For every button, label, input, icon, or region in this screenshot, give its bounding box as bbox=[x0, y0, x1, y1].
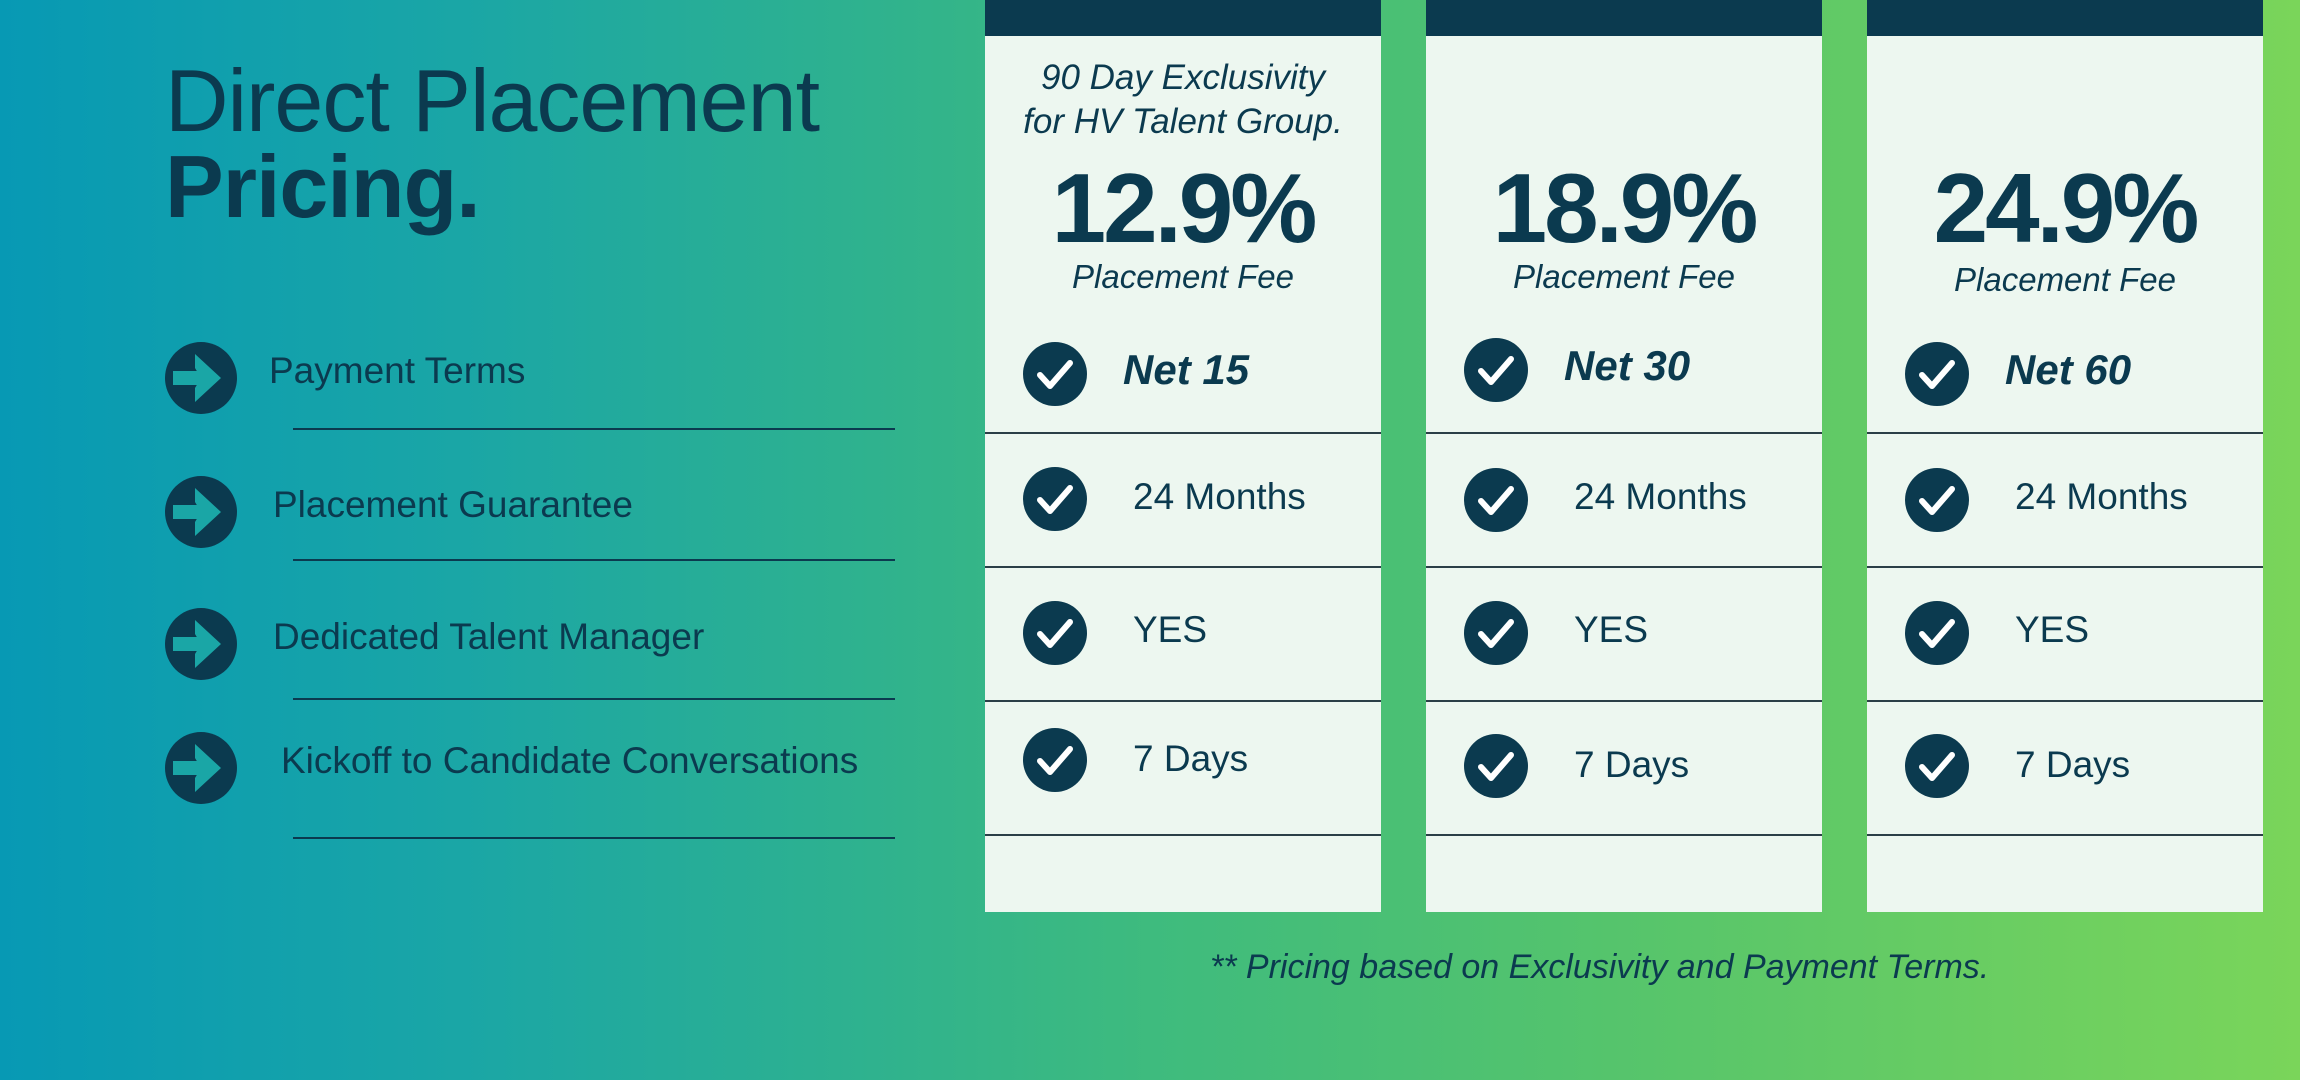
check-circle-icon bbox=[1905, 601, 1969, 665]
feature-divider bbox=[293, 837, 895, 839]
feature-label: Placement Guarantee bbox=[273, 484, 633, 525]
payment-terms-value: Net 60 bbox=[2005, 346, 2132, 393]
row-divider bbox=[1867, 834, 2263, 836]
feature-label: Kickoff to Candidate Conversations bbox=[281, 740, 859, 781]
check-circle-icon bbox=[1023, 728, 1087, 792]
check-circle-icon bbox=[1905, 342, 1969, 406]
talent-manager-value: YES bbox=[1574, 609, 1649, 650]
arrow-right-circle-icon bbox=[165, 342, 237, 414]
kickoff-value: 7 Days bbox=[1133, 738, 1249, 779]
feature-divider bbox=[293, 428, 895, 430]
feature-label: Dedicated Talent Manager bbox=[273, 616, 705, 657]
placement-fee-value: 24.9% bbox=[1933, 153, 2200, 263]
pricing-card-1: 90 Day Exclusivity for HV Talent Group. … bbox=[985, 0, 1381, 912]
feature-item-payment-terms: Payment Terms bbox=[165, 342, 895, 432]
row-divider bbox=[985, 566, 1381, 568]
row-divider bbox=[1867, 700, 2263, 702]
row-divider bbox=[1426, 834, 1822, 836]
row-divider bbox=[985, 432, 1381, 434]
title-line-1: Direct Placement bbox=[165, 51, 820, 150]
check-circle-icon bbox=[1023, 467, 1087, 531]
feature-divider bbox=[293, 698, 895, 700]
title-line-2: Pricing. bbox=[165, 137, 481, 237]
row-guarantee: 24 Months bbox=[1867, 434, 2263, 568]
feature-item-dedicated-talent-manager: Dedicated Talent Manager bbox=[165, 608, 895, 700]
row-divider bbox=[1867, 432, 2263, 434]
payment-terms-value: Net 30 bbox=[1564, 342, 1691, 389]
card-header-bar bbox=[1426, 0, 1822, 36]
placement-fee-label: Placement Fee bbox=[1072, 258, 1294, 295]
row-guarantee: 24 Months bbox=[985, 434, 1381, 568]
row-guarantee: 24 Months bbox=[1426, 434, 1822, 568]
row-talent-manager: YES bbox=[1867, 568, 2263, 702]
guarantee-value: 24 Months bbox=[1574, 476, 1747, 517]
payment-terms-value: Net 15 bbox=[1123, 346, 1250, 393]
row-divider bbox=[985, 700, 1381, 702]
pricing-card-2: 18.9% Placement Fee Net 30 24 Months YES… bbox=[1426, 0, 1822, 912]
card-header-bar bbox=[1867, 0, 2263, 36]
feature-item-placement-guarantee: Placement Guarantee bbox=[165, 476, 895, 566]
row-kickoff: 7 Days bbox=[1426, 702, 1822, 836]
row-talent-manager: YES bbox=[985, 568, 1381, 702]
check-circle-icon bbox=[1464, 601, 1528, 665]
row-payment-terms: Net 15 bbox=[985, 300, 1381, 434]
pricing-card-3: 24.9% Placement Fee Net 60 24 Months YES… bbox=[1867, 0, 2263, 912]
placement-fee-value: 12.9% bbox=[1051, 153, 1318, 263]
arrow-right-circle-icon bbox=[165, 476, 237, 548]
row-divider bbox=[1426, 566, 1822, 568]
guarantee-value: 24 Months bbox=[1133, 476, 1306, 517]
talent-manager-value: YES bbox=[1133, 609, 1208, 650]
placement-fee-value: 18.9% bbox=[1492, 153, 1759, 263]
guarantee-value: 24 Months bbox=[2015, 476, 2188, 517]
check-circle-icon bbox=[1905, 468, 1969, 532]
arrow-right-circle-icon bbox=[165, 732, 237, 804]
row-kickoff: 7 Days bbox=[1867, 702, 2263, 836]
placement-fee-label: Placement Fee bbox=[1513, 258, 1735, 295]
check-circle-icon bbox=[1023, 342, 1087, 406]
exclusivity-note: 90 Day Exclusivity for HV Talent Group. bbox=[985, 56, 1381, 144]
talent-manager-value: YES bbox=[2015, 609, 2090, 650]
arrow-right-circle-icon bbox=[165, 608, 237, 680]
row-divider bbox=[1426, 432, 1822, 434]
feature-item-kickoff: Kickoff to Candidate Conversations bbox=[165, 732, 895, 839]
feature-divider bbox=[293, 559, 895, 561]
kickoff-value: 7 Days bbox=[1574, 744, 1690, 785]
check-circle-icon bbox=[1464, 468, 1528, 532]
note-line-2: for HV Talent Group. bbox=[1023, 102, 1343, 141]
row-divider bbox=[985, 834, 1381, 836]
row-talent-manager: YES bbox=[1426, 568, 1822, 702]
row-payment-terms: Net 60 bbox=[1867, 300, 2263, 434]
check-circle-icon bbox=[1464, 338, 1528, 402]
row-kickoff: 7 Days bbox=[985, 702, 1381, 836]
pricing-footnote: ** Pricing based on Exclusivity and Paym… bbox=[1210, 948, 1990, 986]
note-line-1: 90 Day Exclusivity bbox=[1041, 58, 1325, 97]
check-circle-icon bbox=[1905, 734, 1969, 798]
kickoff-value: 7 Days bbox=[2015, 744, 2131, 785]
card-header-bar bbox=[985, 0, 1381, 36]
check-circle-icon bbox=[1464, 734, 1528, 798]
row-payment-terms: Net 30 bbox=[1426, 300, 1822, 434]
check-circle-icon bbox=[1023, 601, 1087, 665]
placement-fee-label: Placement Fee bbox=[1954, 261, 2176, 298]
row-divider bbox=[1867, 566, 2263, 568]
page-title: Direct Placement Pricing. bbox=[165, 51, 820, 237]
row-divider bbox=[1426, 700, 1822, 702]
feature-label: Payment Terms bbox=[269, 350, 526, 391]
